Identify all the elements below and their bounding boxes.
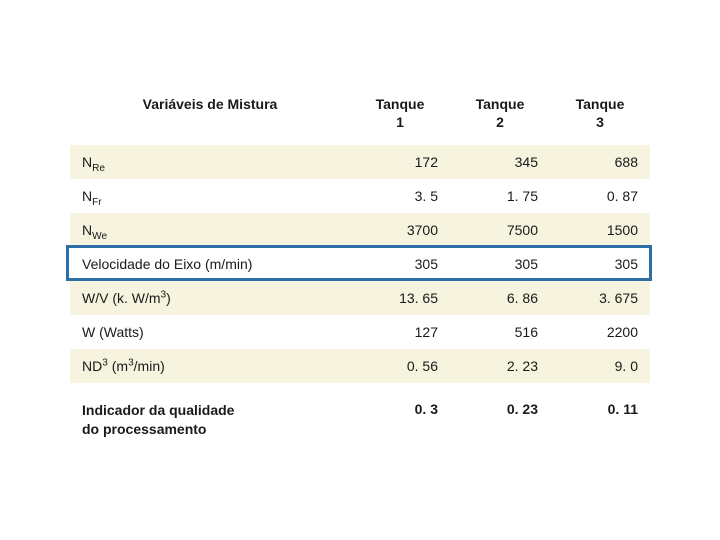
quality-cell-tank-1: 0. 3 [350, 387, 450, 453]
row-label: ND3 (m3/min) [70, 349, 350, 383]
table-row: Velocidade do Eixo (m/min)305305305 [70, 247, 650, 281]
cell-tank-3: 0. 87 [550, 179, 650, 213]
header-tank-1: Tanque 1 [350, 87, 450, 145]
cell-tank-2: 1. 75 [450, 179, 550, 213]
cell-tank-2: 6. 86 [450, 281, 550, 315]
table-row: NWe370075001500 [70, 213, 650, 247]
cell-tank-1: 3700 [350, 213, 450, 247]
row-label: NRe [70, 145, 350, 179]
table-row: W (Watts)1275162200 [70, 315, 650, 349]
table-body: NRe172345688NFr3. 51. 750. 87NWe37007500… [70, 145, 650, 453]
table-header: Variáveis de Mistura Tanque 1 Tanque 2 T… [70, 87, 650, 145]
table-row: NRe172345688 [70, 145, 650, 179]
mixing-variables-table: Variáveis de Mistura Tanque 1 Tanque 2 T… [70, 87, 650, 453]
table-row: W/V (k. W/m3)13. 656. 863. 675 [70, 281, 650, 315]
quality-indicator-row: Indicador da qualidadedo processamento0.… [70, 387, 650, 453]
table-row: ND3 (m3/min)0. 562. 239. 0 [70, 349, 650, 383]
cell-tank-3: 688 [550, 145, 650, 179]
row-label: NFr [70, 179, 350, 213]
cell-tank-1: 3. 5 [350, 179, 450, 213]
cell-tank-1: 13. 65 [350, 281, 450, 315]
cell-tank-1: 0. 56 [350, 349, 450, 383]
header-variables-text: Variáveis de Mistura [143, 96, 278, 112]
cell-tank-2: 2. 23 [450, 349, 550, 383]
quality-indicator-label: Indicador da qualidadedo processamento [70, 387, 350, 453]
cell-tank-3: 2200 [550, 315, 650, 349]
table-row: NFr3. 51. 750. 87 [70, 179, 650, 213]
quality-cell-tank-3: 0. 11 [550, 387, 650, 453]
header-tank-3: Tanque 3 [550, 87, 650, 145]
cell-tank-1: 127 [350, 315, 450, 349]
mixing-variables-table-container: Variáveis de Mistura Tanque 1 Tanque 2 T… [70, 87, 650, 453]
row-label: Velocidade do Eixo (m/min) [70, 247, 350, 281]
cell-tank-2: 345 [450, 145, 550, 179]
row-label: W (Watts) [70, 315, 350, 349]
cell-tank-3: 305 [550, 247, 650, 281]
cell-tank-3: 3. 675 [550, 281, 650, 315]
cell-tank-2: 516 [450, 315, 550, 349]
header-variables: Variáveis de Mistura [70, 87, 350, 145]
quality-cell-tank-2: 0. 23 [450, 387, 550, 453]
row-label: NWe [70, 213, 350, 247]
cell-tank-3: 1500 [550, 213, 650, 247]
row-label: W/V (k. W/m3) [70, 281, 350, 315]
cell-tank-1: 305 [350, 247, 450, 281]
cell-tank-2: 7500 [450, 213, 550, 247]
cell-tank-2: 305 [450, 247, 550, 281]
cell-tank-3: 9. 0 [550, 349, 650, 383]
header-tank-2: Tanque 2 [450, 87, 550, 145]
cell-tank-1: 172 [350, 145, 450, 179]
